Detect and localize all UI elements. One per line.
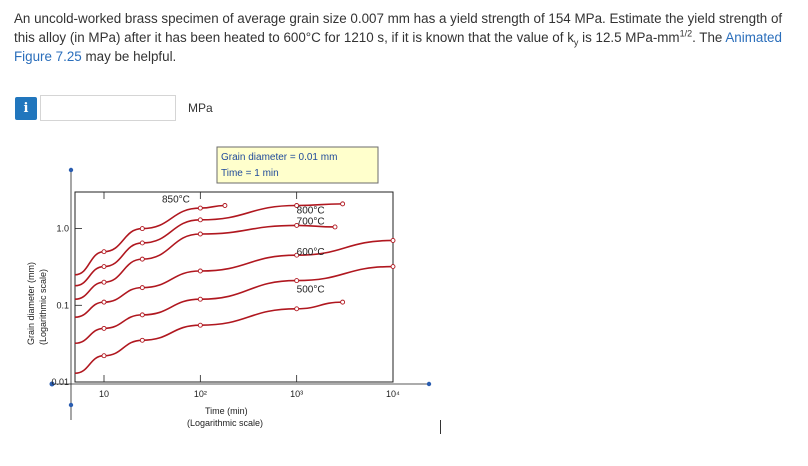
- data-point: [101, 353, 107, 359]
- series-label-800: 800°C: [297, 206, 325, 217]
- question-text: An uncold-worked brass specimen of avera…: [14, 11, 783, 64]
- x-axis-right-point: [426, 381, 432, 387]
- data-point: [139, 256, 145, 262]
- data-point: [197, 296, 203, 302]
- answer-input[interactable]: [40, 95, 176, 121]
- annotation-box: [216, 146, 379, 184]
- annotation-line-2: Time = 1 min: [221, 168, 279, 179]
- x-tick-label: 10⁴: [386, 389, 400, 399]
- data-point: [139, 285, 145, 291]
- series-line-4: [74, 265, 394, 345]
- x-axis-label-2: (Logarithmic scale): [187, 418, 263, 428]
- data-point: [197, 322, 203, 328]
- y-axis-top-point: [68, 167, 74, 173]
- data-point: [197, 205, 203, 211]
- y-axis-label-2: (Logarithmic scale): [38, 269, 48, 345]
- data-point: [101, 249, 107, 255]
- y-axis-bottom-point: [68, 402, 74, 408]
- x-axis-label: Time (min): [205, 406, 248, 416]
- data-point: [101, 279, 107, 285]
- data-point: [222, 203, 228, 208]
- data-point: [332, 224, 338, 230]
- series-label-700: 700°C: [297, 216, 325, 227]
- data-point: [294, 252, 300, 258]
- y-tick-label: 0.01: [51, 377, 69, 387]
- series-label-500: 500°C: [297, 285, 325, 296]
- info-icon[interactable]: i: [15, 97, 37, 120]
- data-point: [139, 240, 145, 246]
- data-point: [390, 238, 396, 243]
- data-point: [139, 337, 145, 343]
- data-point: [340, 299, 346, 305]
- data-point: [294, 203, 300, 208]
- x-tick-label: 10²: [194, 389, 207, 399]
- series-line-0: [74, 204, 225, 276]
- data-point: [139, 312, 145, 318]
- y-axis-label: Grain diameter (mm): [26, 262, 36, 345]
- data-point: [197, 268, 203, 274]
- answer-unit: MPa: [188, 101, 213, 115]
- annotation-line-1: Grain diameter = 0.01 mm: [221, 152, 337, 163]
- y-tick-label: 0.1: [56, 300, 69, 310]
- series-label-600: 600°C: [297, 247, 325, 258]
- data-point: [101, 325, 107, 331]
- data-point: [101, 299, 107, 305]
- data-point: [340, 201, 346, 207]
- data-point: [294, 306, 300, 312]
- y-tick-label: 1.0: [56, 224, 69, 234]
- plot-frame: [74, 191, 394, 383]
- origin-point: [49, 381, 55, 387]
- data-point: [390, 264, 396, 270]
- series-line-5: [74, 301, 343, 375]
- series-line-3: [74, 239, 394, 318]
- data-point: [294, 278, 300, 284]
- data-point: [101, 264, 107, 270]
- x-tick-label: 10: [99, 389, 109, 399]
- x-tick-label: 10³: [290, 389, 303, 399]
- text-cursor: [440, 420, 441, 434]
- animated-figure-link[interactable]: Animated Figure 7.25: [14, 30, 782, 64]
- series-label-850: 850°C: [162, 195, 190, 206]
- data-point: [139, 226, 145, 232]
- data-point: [294, 222, 300, 228]
- data-point: [197, 231, 203, 237]
- data-point: [197, 217, 203, 223]
